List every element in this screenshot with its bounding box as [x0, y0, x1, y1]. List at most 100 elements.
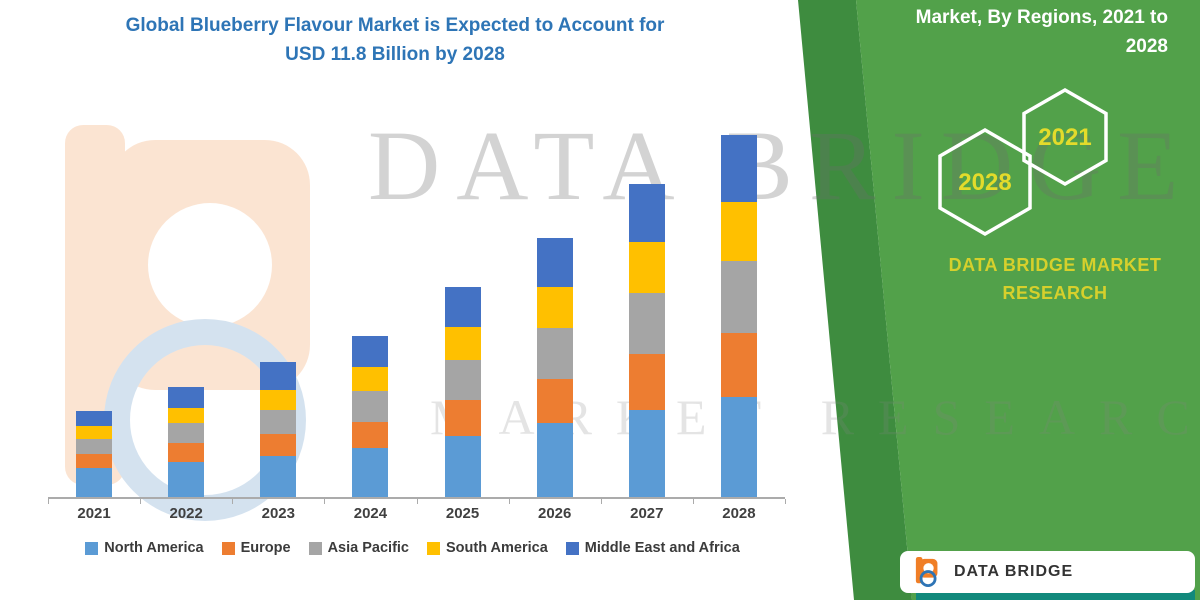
axis-tick: [48, 499, 49, 504]
x-label: 2022: [169, 505, 203, 522]
bar-segment: [260, 434, 297, 456]
x-label: 2025: [445, 505, 480, 522]
watermark-text-line1: DATA BRIDGE: [368, 110, 1195, 221]
axis-tick: [416, 499, 418, 504]
legend-swatch: [308, 541, 322, 555]
bar-segment: [628, 292, 665, 355]
chart-title-line1: Global Blueberry Flavour Market is Expec…: [125, 15, 665, 36]
bar-segment: [168, 386, 205, 409]
bar-segment: [720, 332, 757, 398]
legend-item: Asia Pacific: [308, 540, 409, 556]
bar-segment: [628, 354, 665, 410]
bar-segment: [628, 409, 665, 497]
bar-segment: [76, 438, 113, 455]
footer-logo-box: DATA BRIDGE: [900, 551, 1195, 593]
bar-2022: [168, 386, 205, 497]
bar-2026: [536, 237, 573, 497]
legend-item: North America: [85, 540, 204, 556]
legend-item: Europe: [221, 540, 291, 556]
bar-segment: [352, 335, 389, 367]
side-panel-brand-line2: RESEARCH: [1002, 282, 1108, 303]
axis-tick: [232, 499, 234, 504]
footer-brand-text: DATA BRIDGE: [954, 563, 1074, 580]
bar-segment: [76, 454, 113, 468]
data-bridge-logo-icon: [915, 557, 938, 587]
side-panel-heading-line1: Market, By Regions, 2021 to: [915, 7, 1168, 28]
legend-item: South America: [427, 540, 548, 556]
chart-title: Global Blueberry Flavour Market is Expec…: [70, 12, 720, 69]
bar-segment: [444, 360, 481, 401]
side-panel-heading-line2: 2028: [1125, 35, 1168, 57]
bar-segment: [168, 408, 205, 424]
legend-swatch: [565, 541, 579, 555]
x-label: 2024: [353, 505, 388, 522]
x-label: 2028: [722, 505, 756, 522]
hexagon-2021-outline: [1022, 87, 1108, 187]
bar-segment: [260, 361, 297, 390]
bar-segment: [444, 435, 481, 497]
axis-tick: [324, 499, 326, 504]
bar-2027: [628, 183, 665, 497]
axis-tick: [600, 499, 602, 504]
bar-segment: [168, 461, 205, 497]
axis-tick: [692, 499, 694, 504]
side-panel-brand: DATA BRIDGE MARKET RESEARCH: [930, 252, 1180, 308]
axis-ticks: [48, 499, 786, 505]
side-panel-brand-line1: DATA BRIDGE MARKET: [948, 255, 1162, 275]
axis-tick: [140, 499, 142, 504]
axis-tick: [785, 499, 786, 504]
bar-segment: [628, 242, 665, 293]
bar-segment: [352, 447, 389, 497]
bar-segment: [536, 328, 573, 379]
bar-segment: [260, 389, 297, 410]
x-label: 2027: [630, 505, 664, 522]
year-hexagons: 2028 2021: [938, 87, 1108, 237]
legend-swatch: [427, 541, 440, 555]
bar-segment: [260, 455, 297, 497]
bar-segment: [720, 202, 757, 261]
x-axis-labels: 2021 2022 2023 2024 2025 2026 2027 2028: [48, 505, 785, 522]
axis-tick: [508, 499, 510, 504]
bar-2028: [720, 134, 757, 497]
bar-segment: [260, 409, 297, 435]
bar-segment: [720, 260, 757, 333]
bar-2025: [444, 286, 481, 497]
bar-segment: [720, 134, 757, 203]
hexagon-2028-outline: [938, 127, 1032, 237]
bar-segment: [444, 400, 481, 436]
bar-segment: [536, 423, 573, 497]
legend-label: Europe: [240, 540, 291, 556]
footer-teal-bar: [916, 590, 1195, 600]
x-label: 2021: [77, 505, 111, 522]
x-label: 2023: [261, 505, 295, 522]
hexagon-2028-label: 2028: [958, 169, 1011, 196]
legend-label: South America: [446, 540, 548, 556]
bar-2023: [260, 361, 297, 497]
bar-segment: [720, 397, 757, 497]
bar-segment: [168, 423, 205, 444]
bar-segment: [444, 286, 481, 327]
legend-label: North America: [104, 540, 204, 556]
bar-2024: [352, 335, 389, 497]
bar-segment: [76, 426, 113, 439]
bar-segment: [444, 326, 481, 361]
bar-segment: [536, 378, 573, 424]
bar-segment: [352, 366, 389, 392]
bar-segment: [352, 421, 389, 448]
x-label: 2026: [538, 505, 572, 522]
side-panel-heading: Market, By Regions, 2021 to 2028: [808, 4, 1168, 61]
bar-segment: [536, 237, 573, 287]
legend-swatch: [85, 541, 99, 555]
hexagon-2021-label: 2021: [1038, 124, 1091, 151]
legend-label: Middle East and Africa: [584, 540, 740, 556]
bar-segment: [352, 391, 389, 422]
bar-segment: [168, 443, 205, 462]
legend-item: Middle East and Africa: [565, 540, 740, 556]
bar-segment: [76, 411, 113, 427]
bar-segment: [628, 183, 665, 243]
bar-segment: [536, 286, 573, 329]
legend-swatch: [221, 541, 235, 555]
bar-segment: [76, 467, 113, 497]
